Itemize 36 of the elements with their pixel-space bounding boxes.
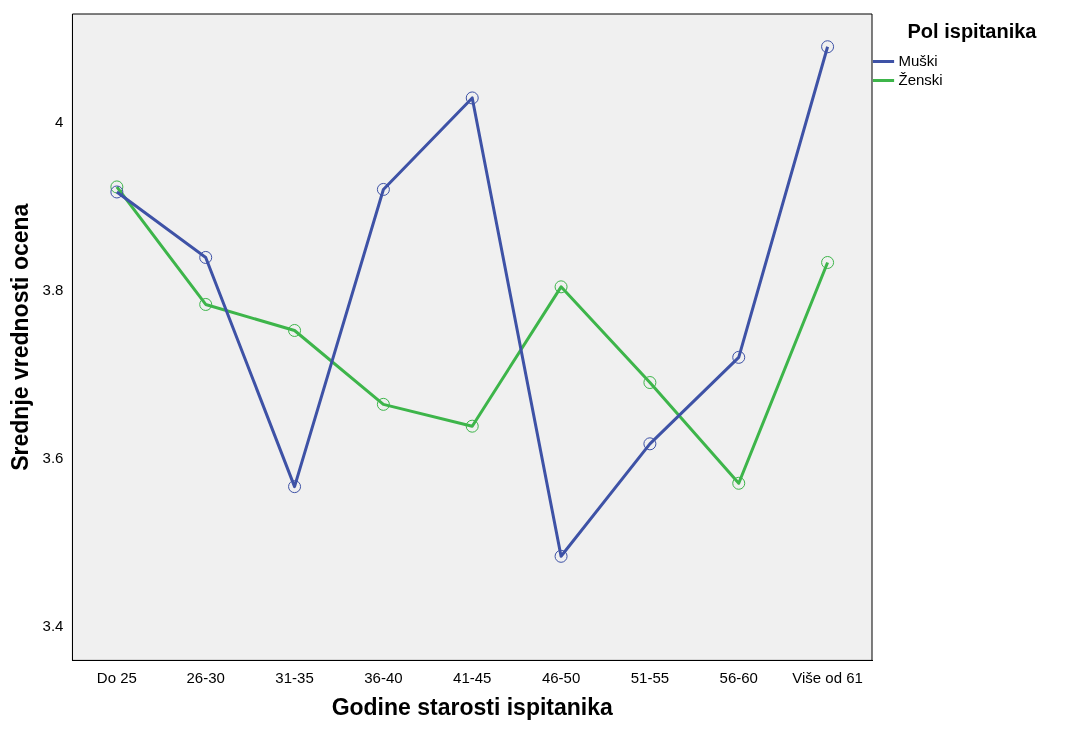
- y-tick-label: 3.6: [42, 449, 64, 467]
- legend-label: Muški: [898, 51, 938, 69]
- point: [110, 185, 124, 199]
- point: [554, 280, 568, 294]
- legend-title: Pol ispitanika: [907, 19, 1038, 42]
- x-tick-label: Do 25: [96, 668, 137, 686]
- x-tick-label: 56-60: [719, 668, 758, 686]
- point: [732, 350, 746, 364]
- point: [643, 437, 657, 451]
- point: [554, 549, 568, 563]
- x-tick-label: 36-40: [364, 668, 403, 686]
- point: [465, 419, 479, 433]
- y-tick-label: 3.4: [42, 616, 64, 634]
- point: [732, 476, 746, 490]
- point: [288, 323, 302, 337]
- x-tick-label: 51-55: [630, 668, 670, 686]
- y-axis-title: Srednje vrednosti ocena: [7, 203, 34, 471]
- x-tick-label: 31-35: [275, 668, 314, 686]
- point: [199, 250, 213, 264]
- y-tick-label: 4: [55, 113, 64, 131]
- point: [376, 397, 390, 411]
- point: [465, 91, 479, 105]
- point: [199, 297, 213, 311]
- point: [821, 40, 835, 54]
- point: [821, 255, 835, 269]
- point: [288, 480, 302, 494]
- point: [110, 180, 124, 194]
- legend-label: Ženski: [898, 70, 943, 88]
- x-tick-label: 46-50: [541, 668, 581, 686]
- x-tick-label: Više od 61: [792, 668, 863, 686]
- y-tick-label: 3.8: [42, 281, 64, 299]
- x-tick-label: 41-45: [453, 668, 492, 686]
- x-tick-label: 26-30: [186, 668, 225, 686]
- x-axis-title: Godine starosti ispitanika: [331, 693, 614, 720]
- point: [643, 376, 657, 390]
- point: [376, 182, 390, 196]
